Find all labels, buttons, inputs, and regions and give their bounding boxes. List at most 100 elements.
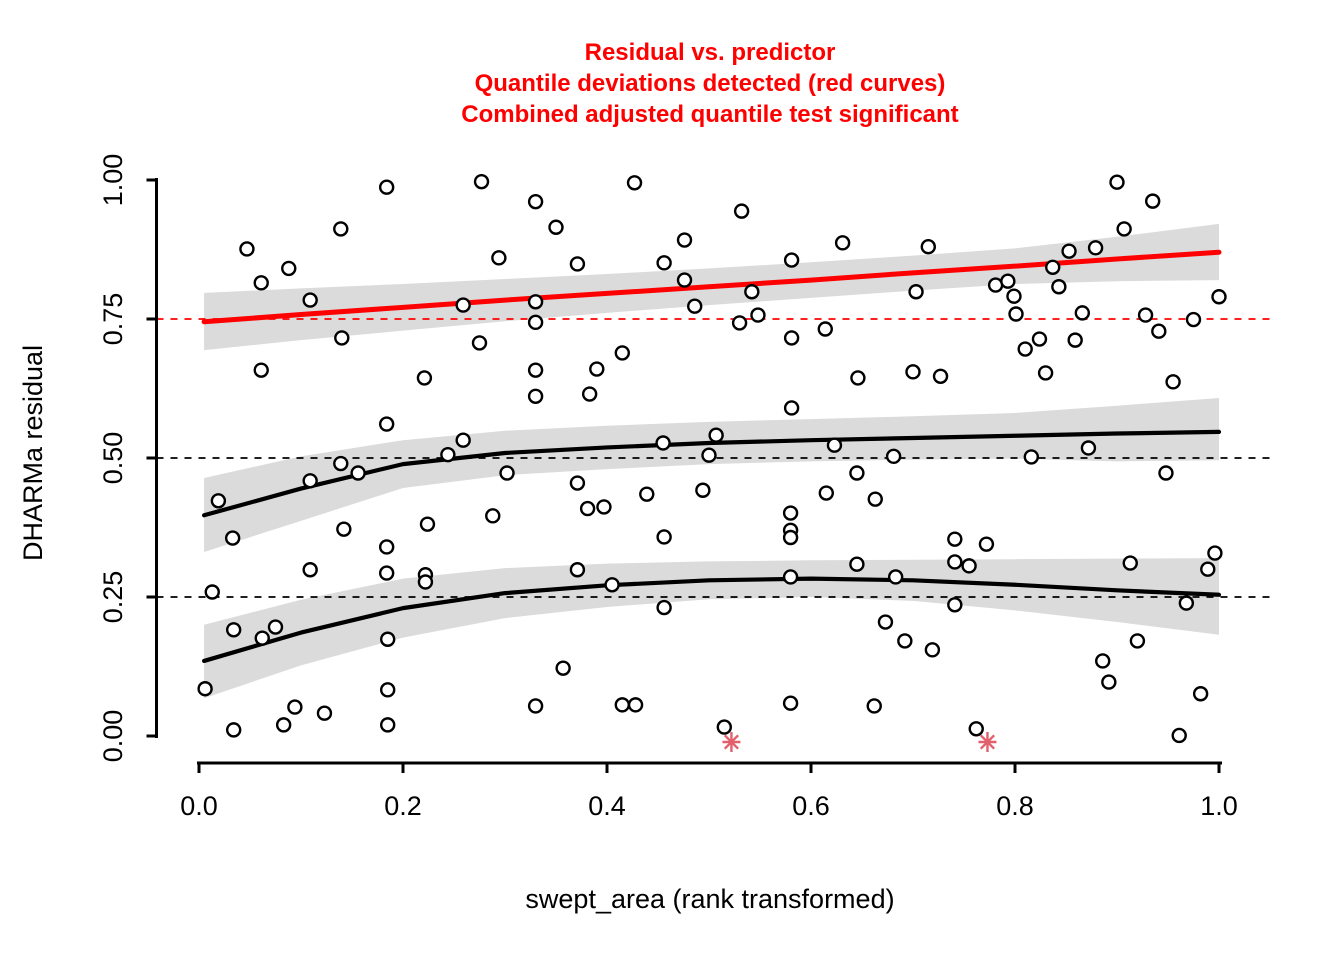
data-point (866, 698, 882, 714)
data-point (555, 660, 571, 676)
x-tick-label: 0.6 (792, 791, 830, 821)
data-point (548, 219, 564, 235)
data-point (834, 235, 851, 251)
y-tick-label: 0.75 (98, 293, 128, 346)
data-point (455, 297, 471, 313)
data-point (302, 473, 318, 489)
data-point (849, 465, 865, 481)
data-point (527, 314, 544, 331)
data-point (302, 562, 318, 578)
data-point (267, 619, 284, 635)
data-point (1067, 332, 1083, 348)
data-point (1006, 288, 1022, 304)
data-point (850, 370, 866, 386)
x-axis-label: swept_area (rank transformed) (525, 884, 895, 914)
data-point (782, 529, 799, 546)
data-point (782, 505, 799, 521)
outlier-star-arm (979, 734, 996, 750)
data-point (253, 275, 269, 291)
data-point (1080, 440, 1097, 456)
data-point (1101, 674, 1117, 690)
data-point (783, 400, 800, 416)
data-point (897, 633, 913, 649)
y-tick-label: 0.25 (98, 571, 128, 624)
data-point (885, 448, 902, 465)
data-point (627, 697, 644, 713)
data-point (1137, 307, 1154, 323)
data-point (818, 485, 834, 501)
data-point (1037, 365, 1054, 381)
data-point (716, 719, 732, 735)
x-tick-label: 0.2 (384, 791, 422, 821)
data-point (1045, 259, 1061, 275)
data-point (614, 697, 630, 713)
data-point (1207, 545, 1223, 561)
data-point (491, 250, 507, 266)
data-point (455, 432, 471, 448)
y-axis-label: DHARMa residual (18, 344, 48, 562)
data-point (440, 446, 456, 463)
data-point (334, 330, 350, 346)
data-point (924, 642, 941, 658)
data-point (378, 539, 395, 555)
data-point (826, 437, 843, 453)
data-point (947, 597, 963, 613)
data-point (676, 232, 693, 248)
data-point (333, 455, 349, 472)
data-point (225, 722, 242, 738)
data-point (687, 298, 703, 314)
data-point (1171, 727, 1187, 744)
data-point (224, 530, 241, 546)
data-point (656, 529, 672, 545)
data-point (744, 284, 760, 300)
data-point (968, 721, 984, 737)
data-point (197, 681, 213, 697)
y-tick-label: 0.00 (98, 710, 128, 763)
data-point (275, 717, 292, 733)
data-point (639, 486, 655, 502)
data-point (302, 292, 318, 308)
plot-title-line-2: Quantile deviations detected (red curves… (474, 70, 946, 97)
data-point (1023, 449, 1040, 465)
data-point (1109, 174, 1125, 190)
data-point (947, 531, 963, 547)
data-point (733, 203, 750, 219)
data-point (336, 521, 352, 537)
quantile-curve-quantile-0.50 (202, 429, 1222, 518)
data-point (380, 682, 396, 698)
data-point (569, 562, 586, 578)
data-point (569, 256, 586, 272)
data-point (1122, 555, 1138, 571)
outlier-marker (722, 732, 741, 752)
data-point (1192, 686, 1209, 702)
data-point (210, 493, 227, 509)
x-tick-label: 0.0 (180, 791, 218, 821)
data-point (1087, 240, 1104, 256)
x-tick-label: 1.0 (1200, 791, 1238, 821)
outlier-marker (978, 732, 997, 752)
data-point (253, 362, 269, 378)
data-point (581, 386, 598, 402)
data-point (416, 370, 433, 386)
data-point (350, 465, 366, 481)
confidence-band-quantile-0.25 (204, 558, 1220, 699)
data-point (527, 698, 544, 714)
data-point (281, 260, 297, 277)
data-point (579, 500, 596, 517)
data-point (473, 173, 490, 190)
data-point (1051, 279, 1067, 295)
data-point (419, 516, 436, 532)
data-point (378, 179, 395, 195)
data-point (817, 321, 833, 337)
data-point (626, 175, 643, 191)
data-point (1165, 374, 1181, 390)
data-point (676, 272, 693, 288)
data-point (708, 427, 724, 443)
data-point (614, 345, 630, 361)
data-point (783, 330, 800, 346)
data-point (1158, 465, 1174, 481)
data-point (656, 599, 672, 616)
data-point (1095, 653, 1111, 669)
